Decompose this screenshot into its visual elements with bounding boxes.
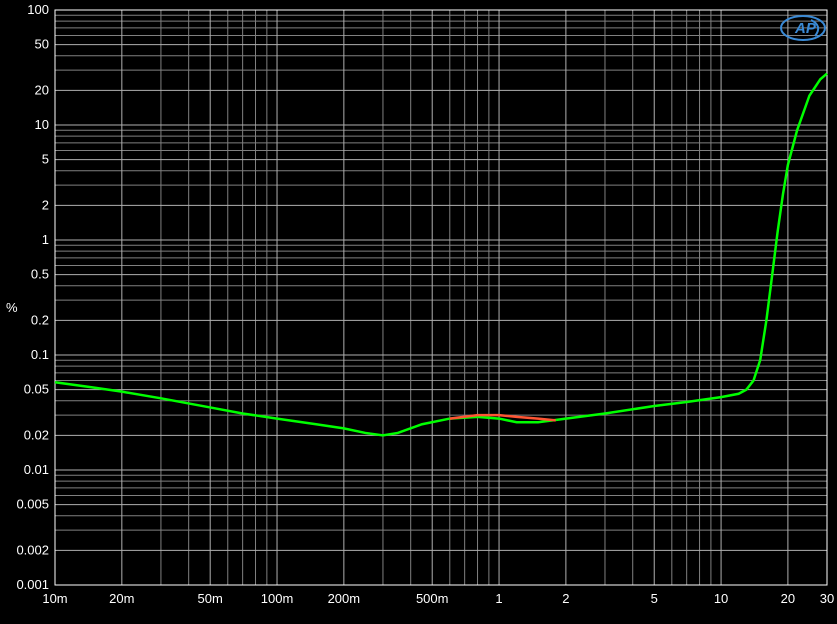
y-tick-label: 0.001 [16, 577, 49, 592]
y-tick-label: 0.002 [16, 542, 49, 557]
chart-container: 10m 20m 50m 100m 200m 500m 1 2 5 10 20 30 0.001 0.002… [0, 0, 837, 624]
y-tick-label: 0.1 [31, 347, 49, 362]
x-tick-label: 10m [42, 591, 67, 606]
y-tick-label: 100 [27, 2, 49, 17]
y-tick-label: 0.005 [16, 497, 49, 512]
y-axis-label: % [6, 300, 18, 315]
x-tick-label: 30 [820, 591, 834, 606]
x-tick-label: 50m [198, 591, 223, 606]
y-tick-label: 5 [42, 152, 49, 167]
y-tick-label: 0.02 [24, 427, 49, 442]
x-tick-label: 1 [495, 591, 502, 606]
x-tick-label: 20 [781, 591, 795, 606]
y-tick-label: 10 [35, 117, 49, 132]
x-tick-label: 500m [416, 591, 449, 606]
y-tick-label: 0.2 [31, 312, 49, 327]
y-tick-label: 50 [35, 37, 49, 52]
x-tick-label: 100m [261, 591, 294, 606]
x-tick-label: 5 [651, 591, 658, 606]
y-tick-label: 2 [42, 197, 49, 212]
y-tick-label: 1 [42, 232, 49, 247]
x-tick-label: 10 [714, 591, 728, 606]
x-tick-label: 200m [328, 591, 361, 606]
y-tick-label: 0.05 [24, 382, 49, 397]
x-tick-label: 2 [562, 591, 569, 606]
y-tick-label: 20 [35, 82, 49, 97]
chart-plot: 10m 20m 50m 100m 200m 500m 1 2 5 10 20 30 0.001 0.002… [0, 0, 837, 624]
x-tick-label: 20m [109, 591, 134, 606]
y-tick-label: 0.5 [31, 267, 49, 282]
y-tick-label: 0.01 [24, 462, 49, 477]
